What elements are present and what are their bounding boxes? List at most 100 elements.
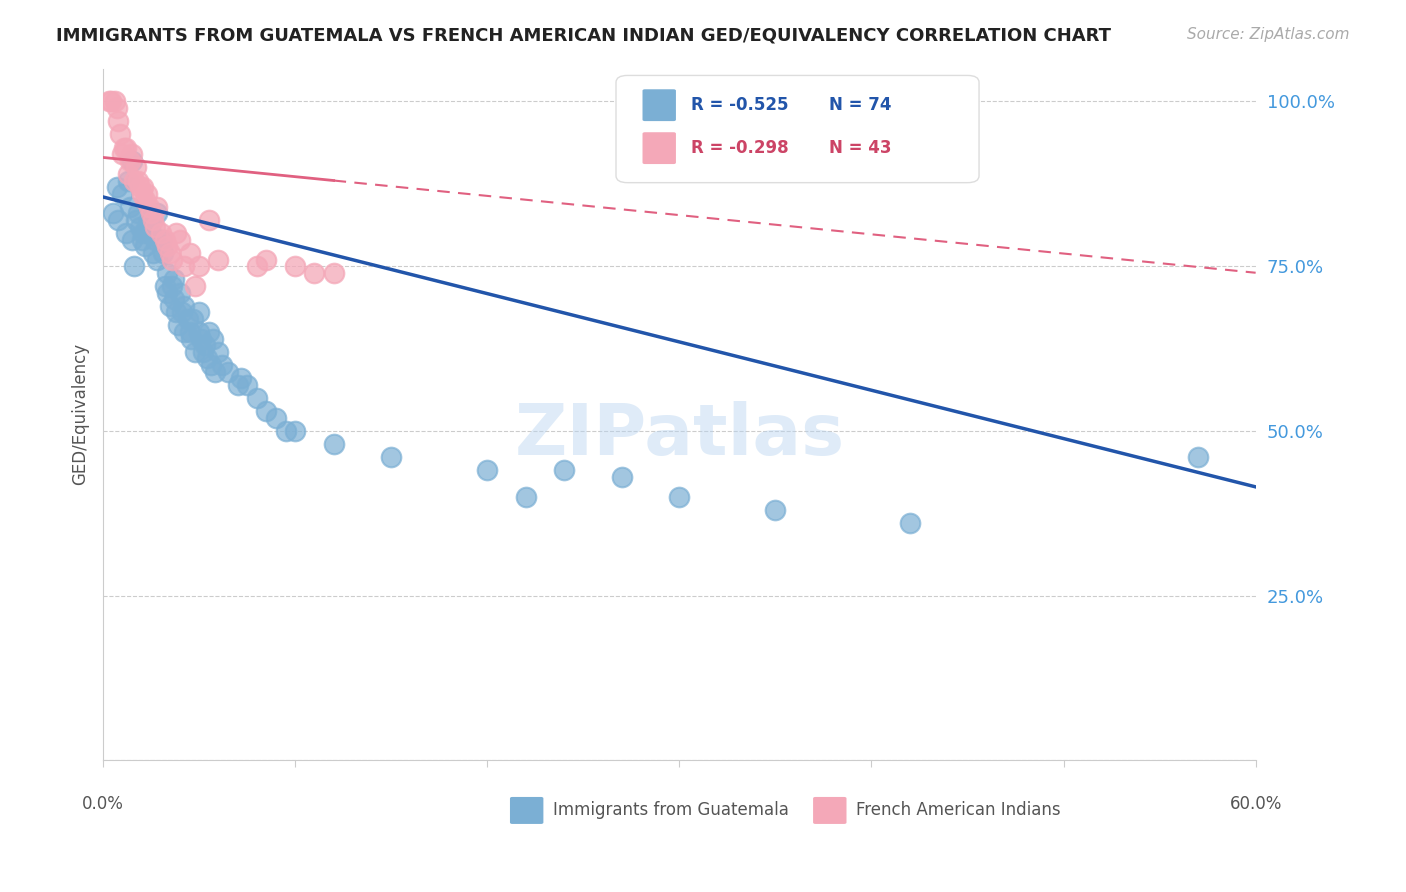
Text: Source: ZipAtlas.com: Source: ZipAtlas.com xyxy=(1187,27,1350,42)
Point xyxy=(142,246,165,260)
Point xyxy=(117,173,139,187)
Point xyxy=(231,371,253,385)
Point xyxy=(191,344,214,359)
Point xyxy=(284,259,307,273)
Point xyxy=(127,206,149,220)
Point xyxy=(515,490,537,504)
FancyBboxPatch shape xyxy=(643,132,676,164)
Point xyxy=(163,292,186,306)
Point xyxy=(176,311,198,326)
Point xyxy=(668,490,690,504)
Point xyxy=(141,226,163,240)
Point xyxy=(111,186,134,201)
Point xyxy=(138,200,160,214)
Point xyxy=(143,233,166,247)
Point xyxy=(142,213,165,227)
Text: R = -0.298: R = -0.298 xyxy=(690,139,789,157)
Point xyxy=(128,219,150,234)
Point xyxy=(170,305,193,319)
Point xyxy=(131,233,153,247)
Point xyxy=(197,213,219,227)
Point xyxy=(141,206,163,220)
Point xyxy=(254,252,277,267)
Point xyxy=(217,365,239,379)
Point xyxy=(125,213,148,227)
Point xyxy=(155,266,177,280)
Point xyxy=(111,147,134,161)
Point xyxy=(146,200,169,214)
Point xyxy=(180,332,202,346)
Point xyxy=(122,173,145,187)
Text: N = 74: N = 74 xyxy=(830,96,891,114)
Point xyxy=(211,358,233,372)
Text: N = 43: N = 43 xyxy=(830,139,891,157)
Point xyxy=(149,233,172,247)
Point xyxy=(322,437,344,451)
Point xyxy=(146,252,169,267)
Point xyxy=(163,272,186,286)
Point xyxy=(131,186,153,201)
Point xyxy=(204,365,226,379)
Point xyxy=(118,200,141,214)
Point xyxy=(898,516,921,530)
Point xyxy=(169,233,191,247)
Point xyxy=(128,180,150,194)
Point xyxy=(184,344,207,359)
Text: Immigrants from Guatemala: Immigrants from Guatemala xyxy=(553,801,789,820)
Point xyxy=(173,325,195,339)
Point xyxy=(143,219,166,234)
Point xyxy=(105,101,128,115)
Point xyxy=(159,299,181,313)
Point xyxy=(110,128,132,142)
Point xyxy=(765,503,787,517)
Point xyxy=(138,213,160,227)
Point xyxy=(118,153,141,168)
FancyBboxPatch shape xyxy=(616,76,979,183)
Point xyxy=(97,95,120,109)
Point xyxy=(169,285,191,300)
Point xyxy=(107,213,129,227)
Point xyxy=(264,410,287,425)
Point xyxy=(197,325,219,339)
Point xyxy=(112,140,135,154)
Text: IMMIGRANTS FROM GUATEMALA VS FRENCH AMERICAN INDIAN GED/EQUIVALENCY CORRELATION : IMMIGRANTS FROM GUATEMALA VS FRENCH AMER… xyxy=(56,27,1111,45)
Point xyxy=(101,206,124,220)
Point xyxy=(380,450,402,465)
Point xyxy=(322,266,344,280)
Point xyxy=(162,279,184,293)
Point xyxy=(149,226,172,240)
Point xyxy=(183,311,205,326)
Point xyxy=(165,305,187,319)
Text: ZIPatlas: ZIPatlas xyxy=(515,401,845,470)
Point xyxy=(153,279,176,293)
Point xyxy=(284,424,307,438)
Point xyxy=(121,233,143,247)
Point xyxy=(173,259,195,273)
FancyBboxPatch shape xyxy=(643,89,676,121)
Point xyxy=(153,233,176,247)
Point xyxy=(122,259,145,273)
Point xyxy=(136,186,159,201)
Point xyxy=(115,226,138,240)
Point xyxy=(115,140,138,154)
Point xyxy=(226,377,249,392)
Point xyxy=(188,325,211,339)
Point xyxy=(134,239,156,253)
Point xyxy=(200,358,222,372)
FancyBboxPatch shape xyxy=(510,797,543,824)
Point xyxy=(100,95,122,109)
Point xyxy=(146,206,169,220)
Point xyxy=(155,239,177,253)
Point xyxy=(159,246,181,260)
Point xyxy=(201,332,224,346)
FancyBboxPatch shape xyxy=(813,797,846,824)
Point xyxy=(125,161,148,175)
Point xyxy=(117,167,139,181)
Point xyxy=(254,404,277,418)
Point xyxy=(179,246,201,260)
Point xyxy=(236,377,259,392)
Point xyxy=(121,147,143,161)
Text: French American Indians: French American Indians xyxy=(856,801,1060,820)
Text: 60.0%: 60.0% xyxy=(1229,795,1282,813)
Point xyxy=(246,259,269,273)
